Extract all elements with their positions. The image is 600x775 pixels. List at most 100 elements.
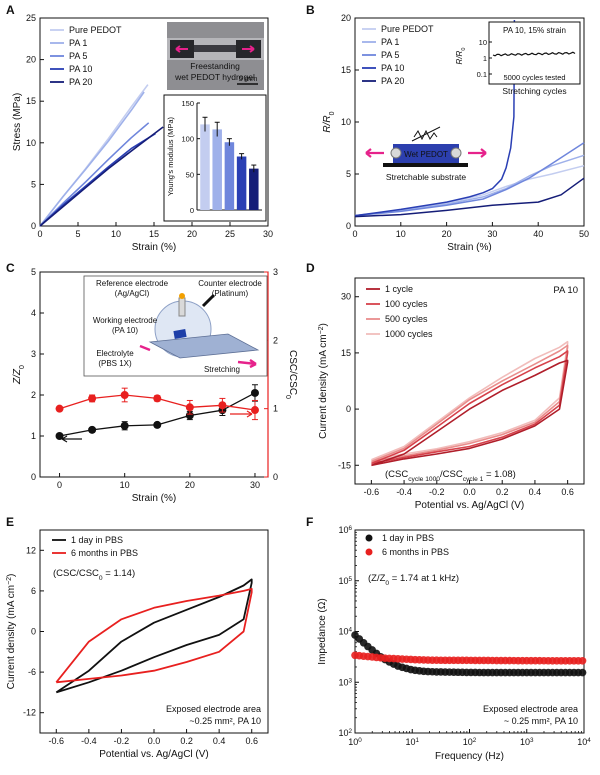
label-part: 0 [285, 395, 292, 399]
label-part: Current density (mA cm [318, 334, 329, 438]
label-part: cycle 1000 [408, 476, 440, 483]
panel-c-point [55, 432, 64, 440]
panel-b-inset-ylabel: R/R0 [455, 48, 467, 65]
panel-label-c: C [6, 261, 15, 275]
panel-a-hydrogel-strip [194, 45, 236, 52]
panel-a-inset-bar [200, 124, 210, 210]
panel-a-legend-label: Pure PEDOT [69, 25, 122, 35]
panel-c-ylabel-right: CSC/CSC0 [285, 350, 299, 399]
panel-b-legend-label: PA 20 [381, 76, 404, 86]
label-part: 10 [520, 737, 530, 747]
panel-f-legend-marker [365, 534, 373, 542]
panel-f-annotation: (Z/Z0 = 1.74 at 1 kHz) [368, 573, 459, 587]
panel-d-ylabel: Current density (mA cm−2) [318, 323, 330, 439]
panel-b-device-label: Wet PEDOT [404, 150, 448, 159]
panel-e-y-tick-label: 12 [26, 545, 36, 555]
label-part: 10 [338, 728, 348, 738]
panel-f-xlabel: Frequency (Hz) [435, 751, 504, 762]
panel-c-yleft-tick-label: 3 [31, 349, 36, 359]
panel-d-cv-1000-cycles [371, 340, 569, 461]
panel-c-yright-tick-label: 1 [273, 404, 278, 414]
arrow-right-icon [230, 410, 253, 418]
panel-d-y-tick-label: -15 [338, 460, 351, 470]
panel-b-ylabel: R/R0 [322, 111, 336, 132]
label-part: 10 [463, 737, 473, 747]
label-part: 4 [348, 626, 352, 633]
panel-c-yleft-tick-label: 0 [31, 472, 36, 482]
panel-b-series-pa-10 [354, 19, 516, 217]
panel-b-y-tick-label: 0 [346, 221, 351, 231]
panel-c-inset-label: Reference electrode [96, 279, 169, 288]
panel-b-series-pa-1 [354, 154, 585, 217]
panel-b-y-tick-label: 10 [341, 117, 351, 127]
panel-c-yright-tick-label: 0 [273, 472, 278, 482]
panel-f-x-tick-label: 100 [348, 737, 362, 748]
label-part: CSC/CSC [287, 350, 298, 395]
label-part: = 1.14) [103, 568, 135, 579]
panel-c-point [120, 391, 129, 399]
panel-a-y-tick-label: 25 [26, 13, 36, 23]
panel-a-x-tick-label: 10 [111, 229, 121, 239]
panel-b-series-pa-20 [354, 177, 585, 218]
panel-f-y-tick-label: 103 [338, 677, 352, 688]
panel-b-substrate-bar [383, 163, 468, 167]
panel-e-legend-label: 6 months in PBS [71, 548, 138, 558]
panel-a-scale-label: 5 mm [239, 74, 258, 83]
panel-d-x-tick-label: -0.6 [364, 487, 380, 497]
panel-f-y-tick-label: 105 [338, 575, 352, 586]
panel-f-frame [354, 529, 585, 734]
panel-e-y-tick-label: 0 [31, 627, 36, 637]
panel-c-reference-tip [179, 293, 185, 299]
panel-b-xlabel: Strain (%) [447, 242, 491, 253]
panel-a-inset-ytick-label: 0 [190, 206, 194, 215]
panel-e-x-tick-label: 0.0 [148, 736, 161, 746]
label-part: R/R [322, 115, 333, 132]
panel-b-legend-label: PA 5 [381, 50, 399, 60]
panel-a-xlabel: Strain (%) [132, 242, 176, 253]
panel-c-point [153, 420, 162, 429]
label-part: cycle 1 [463, 476, 484, 483]
panel-a-legend-label: PA 5 [69, 51, 87, 61]
panel-f-x-tick-label: 101 [405, 737, 419, 748]
label-part: 2 [473, 737, 477, 744]
panel-e-cv-1-day-in-PBS [55, 578, 253, 694]
panel-c-yright-tick-label: 3 [273, 267, 278, 277]
panel-c-yright-tick-label: 2 [273, 335, 278, 345]
panel-c-counter-electrode [201, 293, 216, 308]
panel-b-inset-ytick-label: 0.1 [477, 70, 487, 79]
panel-b-inset-trace [492, 51, 576, 57]
panel-a-photo-caption: wet PEDOT hydrogel [174, 72, 255, 82]
arrow-left-icon [175, 45, 188, 53]
panel-c-yleft-tick-label: 1 [31, 431, 36, 441]
panel-a-series-pa-5 [39, 122, 150, 227]
panel-a-x-tick-label: 20 [187, 229, 197, 239]
label-part: (Z/Z [368, 573, 386, 584]
panel-f-x-tick-label: 102 [463, 737, 477, 748]
label-part: 10 [405, 737, 415, 747]
panel-f-x-tick-label: 104 [577, 737, 591, 748]
panel-d-x-tick-label: -0.4 [396, 487, 412, 497]
panel-c-x-tick-label: 10 [120, 480, 130, 490]
label-part: 4 [587, 737, 591, 744]
panel-e-x-tick-label: 0.2 [180, 736, 193, 746]
panel-e-y-tick-label: -6 [28, 667, 36, 677]
panel-c-point [250, 388, 259, 397]
panel-e-xlabel: Potential vs. Ag/AgCl (V) [99, 749, 209, 760]
panel-c-point [218, 401, 227, 410]
panel-b-legend-label: PA 10 [381, 63, 404, 73]
panel-c-point [88, 394, 97, 403]
panel-a-inset-ytick-label: 50 [186, 170, 194, 179]
panel-b-inset-ytick-label: 1 [483, 54, 487, 63]
panel-d-x-tick-label: 0.4 [529, 487, 542, 497]
label-part: = 1.08) [483, 469, 515, 480]
panel-a-y-tick-label: 5 [31, 179, 36, 189]
panel-d-cv-500-cycles [371, 344, 569, 463]
panel-e-y-tick-label: 6 [31, 586, 36, 596]
panel-f-ylabel: Impedance (Ω) [317, 598, 328, 664]
label-part: 0 [329, 111, 336, 115]
panel-f-legend-marker [365, 548, 373, 556]
panel-c-point [55, 404, 64, 413]
panel-a-series-pa-10 [39, 132, 156, 227]
panel-e-legend-label: 1 day in PBS [71, 535, 123, 545]
